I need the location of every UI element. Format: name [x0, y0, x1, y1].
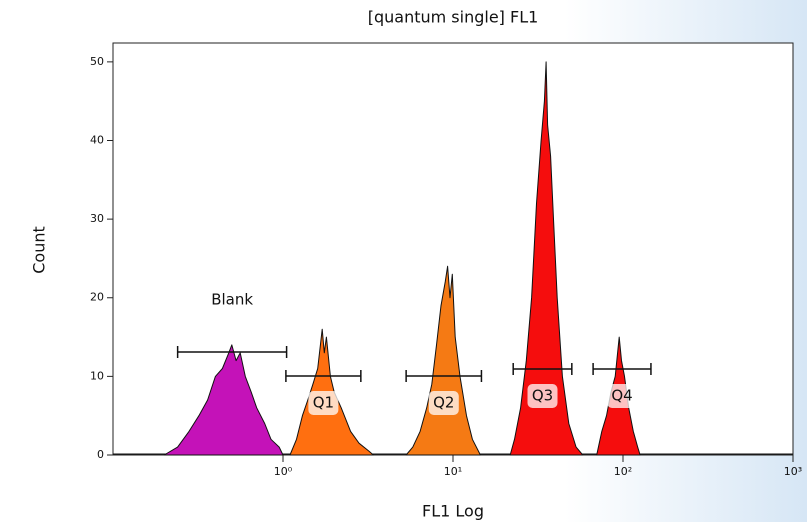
y-tick-label: 50	[90, 55, 104, 68]
population-area	[163, 344, 284, 456]
gate-label: Q4	[611, 387, 632, 405]
y-tick-label: 40	[90, 133, 104, 146]
x-tick-label: 10¹	[444, 465, 462, 478]
y-tick-label: 0	[97, 448, 104, 461]
gate-label-bg	[209, 288, 256, 312]
gate-label-bg	[527, 384, 558, 408]
gate-label: Blank	[211, 291, 253, 309]
y-tick-label: 20	[90, 291, 104, 304]
population-area	[405, 265, 481, 456]
y-tick-label: 10	[90, 369, 104, 382]
y-axis-label: Count	[30, 226, 49, 274]
gate-label-bg	[607, 384, 638, 408]
gate-label: Q3	[532, 387, 553, 405]
gate-label-bg	[308, 391, 339, 415]
gate-label: Q2	[433, 394, 454, 412]
gate-label: Q1	[313, 394, 334, 412]
x-tick-label: 10²	[614, 465, 632, 478]
x-axis-label: FL1 Log	[422, 502, 484, 521]
y-tick-label: 30	[90, 212, 104, 225]
x-tick-label: 10³	[784, 465, 802, 478]
gate-label-bg	[428, 391, 459, 415]
chart-title: [quantum single] FL1	[368, 8, 539, 27]
x-tick-label: 10⁰	[274, 465, 293, 478]
